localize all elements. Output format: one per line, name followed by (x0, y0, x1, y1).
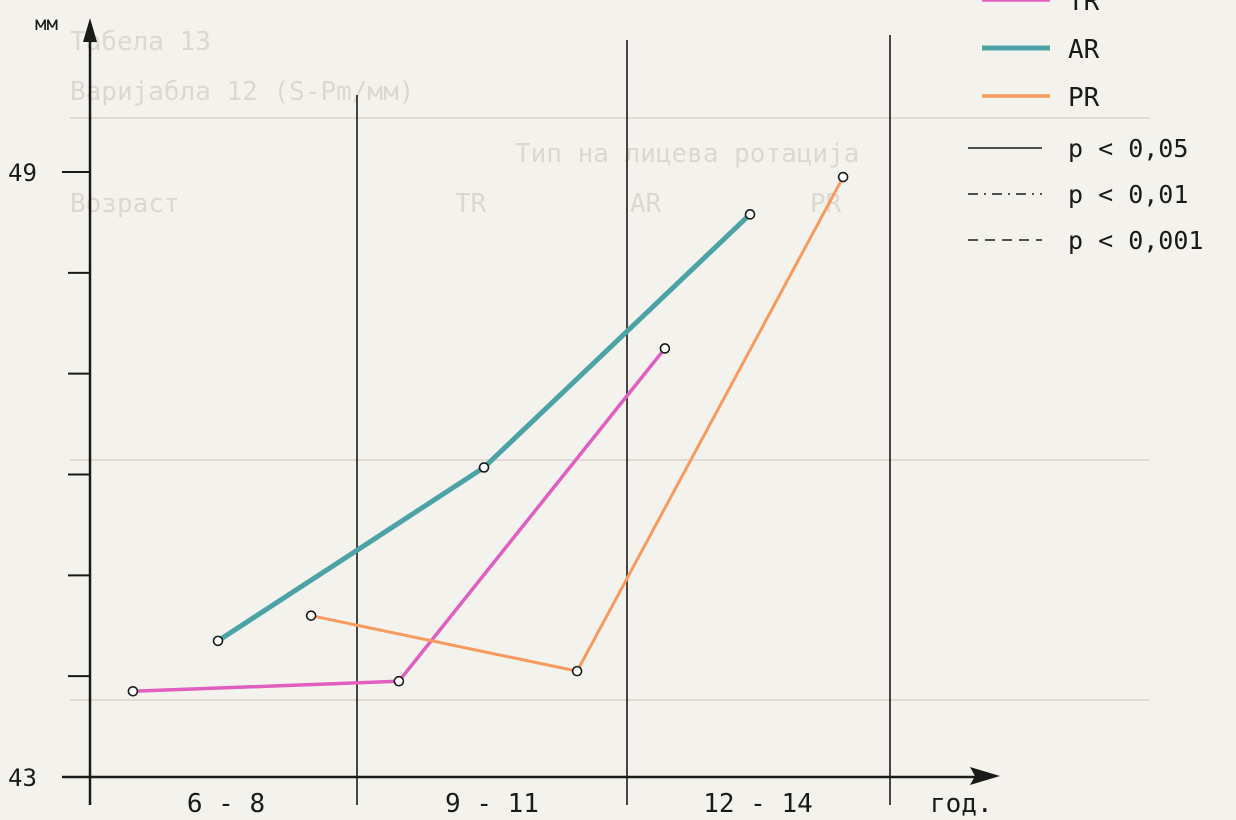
legend-label-AR: AR (1068, 35, 1100, 65)
data-point-PR-1 (571, 665, 583, 677)
legend-significance-dashed: p < 0,001 (1068, 226, 1203, 255)
data-point-TR-2 (659, 343, 671, 354)
legend-label-TR: TR (1068, 0, 1100, 17)
y-tick-label-6: 49 (8, 159, 37, 187)
x-category-label-1: 9 - 11 (445, 789, 539, 819)
x-categories: 6 - 8 9 - 11 12 - 14 (187, 789, 813, 819)
y-axis-arrow (83, 18, 97, 42)
data-point-AR-1 (478, 462, 490, 473)
data-point-PR-2 (837, 171, 849, 183)
svg-text:Варијабла 12 (S-Pm/мм): Варијабла 12 (S-Pm/мм) (70, 77, 414, 107)
x-axis-unit: год. (930, 789, 993, 819)
svg-text:AR: AR (630, 189, 662, 219)
data-point-AR-0 (212, 635, 224, 647)
y-axis-unit: мм (35, 13, 58, 35)
svg-text:TR: TR (455, 189, 487, 219)
data-point-TR-1 (393, 675, 405, 687)
x-axis-arrow (970, 767, 1000, 785)
data-point-PR-0 (305, 610, 317, 621)
x-category-label-2: 12 - 14 (703, 789, 813, 819)
x-category-label-0: 6 - 8 (187, 789, 265, 819)
series-line-PR (310, 176, 845, 673)
y-ticks: 43 49 (8, 159, 90, 792)
svg-text:Возраст: Возраст (70, 189, 180, 219)
svg-text:Тип на лицева ротација: Тип на лицева ротација (515, 139, 859, 169)
legend-label-PR: PR (1068, 83, 1100, 113)
data-point-AR-2 (744, 209, 756, 220)
svg-text:PR: PR (810, 189, 842, 219)
data-point-TR-0 (127, 685, 139, 697)
y-tick-label-0: 43 (8, 764, 37, 792)
series-line-TR (132, 347, 667, 694)
legend-significance-solid: p < 0,05 (1068, 134, 1188, 163)
legend: TR AR PR p < 0,05 p < 0,01 p < 0,001 (968, 0, 1203, 255)
background-show-through: Табела 13 Варијабла 12 (S-Pm/мм) Тип на … (70, 27, 1150, 701)
legend-significance-dashdot: p < 0,01 (1068, 180, 1188, 209)
series-lines (127, 171, 849, 697)
